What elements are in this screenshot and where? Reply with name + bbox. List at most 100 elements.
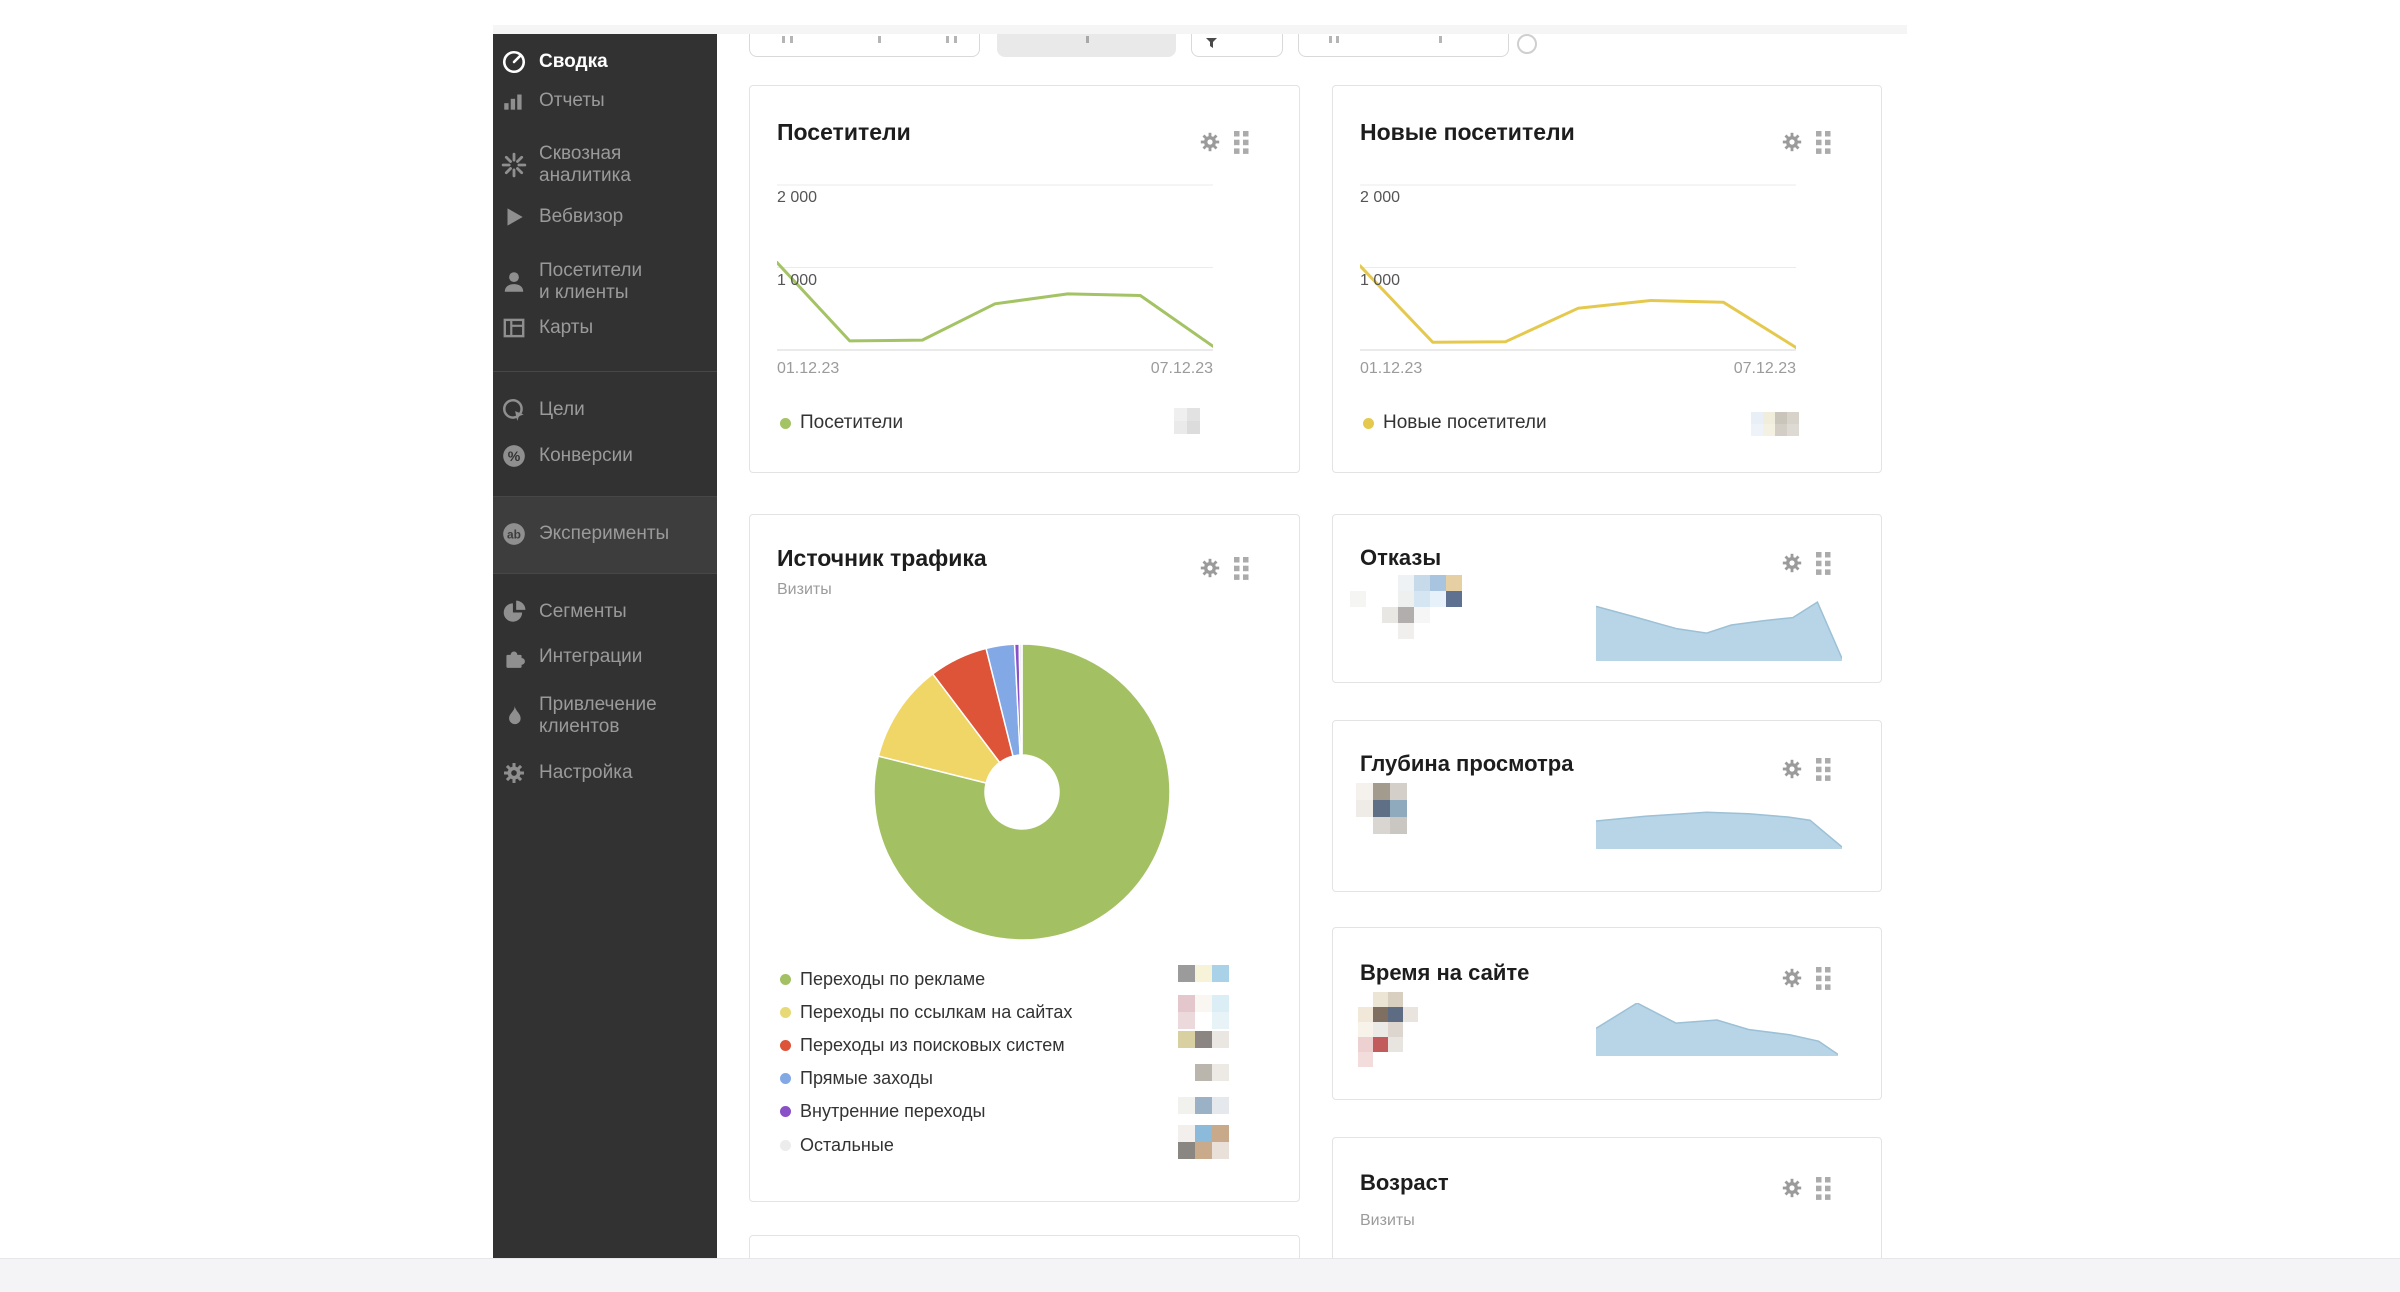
metric-select-control[interactable] xyxy=(997,34,1176,57)
sidebar-item-label: Цели xyxy=(539,399,585,420)
widget-subtitle: Визиты xyxy=(1360,1212,1415,1229)
legend-dot xyxy=(780,417,791,429)
sidebar-item-label: Сквозная xyxy=(539,143,622,164)
legend-label: Прямые заходы xyxy=(800,1068,933,1088)
legend-label: Переходы из поисковых систем xyxy=(800,1035,1065,1055)
percent-icon: % xyxy=(503,445,525,467)
widget-settings-gear-icon[interactable] xyxy=(1780,130,1804,154)
legend-dot xyxy=(1363,417,1374,429)
layout-icon xyxy=(503,318,525,338)
bar-chart-icon xyxy=(504,94,522,110)
legend-item-direct[interactable]: Прямые заходы xyxy=(780,1068,933,1089)
person-icon xyxy=(504,272,524,292)
legend-item-site-links[interactable]: Переходы по ссылкам на сайтах xyxy=(780,1002,1072,1023)
widget-drag-handle-icon[interactable] xyxy=(1816,967,1831,990)
sidebar-item-experiments[interactable]: ab Эксперименты xyxy=(493,512,717,556)
app-bottom-edge xyxy=(0,1258,2400,1292)
legend-label: Переходы по рекламе xyxy=(800,969,986,989)
sidebar-section-experiments-bg xyxy=(493,496,717,573)
redacted-value xyxy=(1350,575,1462,639)
widget-partial-bottom xyxy=(749,1235,1300,1258)
widget-drag-handle-icon[interactable] xyxy=(1816,131,1831,154)
metrica-app: Сводка Отчеты Сквозная аналитика xyxy=(493,34,1907,1258)
date-range-control[interactable] xyxy=(749,34,980,57)
sidebar-item-segments[interactable]: Сегменты xyxy=(493,590,717,634)
filter-button[interactable] xyxy=(1191,34,1283,57)
x-axis-date-end: 07.12.23 xyxy=(1150,360,1213,377)
legend-label: Внутренние переходы xyxy=(800,1101,986,1121)
traffic-source-donut-chart xyxy=(873,643,1171,941)
clipped-text-fragment xyxy=(1086,36,1089,43)
legend-item-new-visitors[interactable]: Новые посетители xyxy=(1363,412,1547,434)
flame-icon xyxy=(509,705,521,725)
goal-icon xyxy=(503,399,524,421)
widget-settings-gear-icon[interactable] xyxy=(1198,130,1222,154)
help-icon[interactable] xyxy=(1517,34,1537,54)
sidebar-item-reports[interactable]: Отчеты xyxy=(493,79,717,123)
legend-dot xyxy=(780,1073,791,1084)
sidebar-item-webvisor[interactable]: Вебвизор xyxy=(493,195,717,239)
widget-title: Глубина просмотра xyxy=(1360,751,1574,776)
sidebar-item-maps[interactable]: Карты xyxy=(493,306,717,350)
sidebar-item-settings[interactable]: Настройка xyxy=(493,751,717,795)
page-depth-sparkline xyxy=(1596,811,1842,849)
legend-dot xyxy=(780,1040,791,1051)
widget-settings-gear-icon[interactable] xyxy=(1780,757,1804,781)
widget-settings-gear-icon[interactable] xyxy=(1780,1176,1804,1200)
widget-settings-gear-icon[interactable] xyxy=(1198,556,1222,580)
widget-drag-handle-icon[interactable] xyxy=(1234,131,1249,154)
legend-item-other[interactable]: Остальные xyxy=(780,1135,894,1156)
sidebar-item-label: аналитика xyxy=(539,165,631,186)
widget-title: Возраст xyxy=(1360,1170,1449,1195)
sidebar-item-conversions[interactable]: % Конверсии xyxy=(493,434,717,478)
sidebar-item-label: Сегменты xyxy=(539,601,627,622)
widget-settings-gear-icon[interactable] xyxy=(1780,551,1804,575)
segment-input[interactable] xyxy=(1298,34,1509,57)
pie-segment-icon xyxy=(503,600,526,622)
legend-item-ad[interactable]: Переходы по рекламе xyxy=(780,969,985,990)
legend-item-visitors[interactable]: Посетители xyxy=(780,412,903,434)
sidebar-item-goals[interactable]: Цели xyxy=(493,388,717,432)
sidebar-item-summary[interactable]: Сводка xyxy=(493,40,717,84)
sidebar-item-acquisition[interactable]: Привлечение клиентов xyxy=(493,691,717,741)
sidebar-divider xyxy=(493,573,717,574)
widget-drag-handle-icon[interactable] xyxy=(1234,557,1249,580)
sidebar-item-label: Привлечение xyxy=(539,694,657,715)
sidebar-item-visitors-clients[interactable]: Посетители и клиенты xyxy=(493,257,717,307)
sidebar-item-label: Интеграции xyxy=(539,646,643,667)
puzzle-icon xyxy=(506,651,525,668)
legend-item-search[interactable]: Переходы из поисковых систем xyxy=(780,1035,1065,1056)
redacted-value xyxy=(1178,1031,1229,1048)
clipped-text-fragment xyxy=(954,36,957,43)
sidebar-item-label: Настройка xyxy=(539,762,633,783)
redacted-value xyxy=(1178,965,1229,982)
widget-settings-gear-icon[interactable] xyxy=(1780,966,1804,990)
bounces-sparkline xyxy=(1596,601,1842,661)
legend-label: Новые посетители xyxy=(1383,412,1547,433)
redacted-value xyxy=(1358,992,1418,1067)
legend-item-internal[interactable]: Внутренние переходы xyxy=(780,1101,985,1122)
legend-dot xyxy=(780,1007,791,1018)
widget-title: Посетители xyxy=(777,119,911,145)
widget-subtitle: Визиты xyxy=(777,581,832,598)
clipped-text-fragment xyxy=(790,36,793,43)
widget-drag-handle-icon[interactable] xyxy=(1816,1177,1831,1200)
sidebar: Сводка Отчеты Сквозная аналитика xyxy=(493,34,717,1258)
widget-title: Новые посетители xyxy=(1360,119,1575,145)
widget-drag-handle-icon[interactable] xyxy=(1816,552,1831,575)
redacted-value xyxy=(1356,783,1407,834)
clipped-text-fragment xyxy=(946,36,949,43)
sidebar-item-cross-analytics[interactable]: Сквозная аналитика xyxy=(493,140,717,190)
widget-title: Источник трафика xyxy=(777,545,987,571)
widget-title: Отказы xyxy=(1360,545,1442,570)
widget-drag-handle-icon[interactable] xyxy=(1816,758,1831,781)
widget-visitors: Посетители 2 000 1 000 01.12.23 07.12.23… xyxy=(749,85,1300,473)
redacted-value xyxy=(1178,1064,1229,1081)
y-axis-tick: 2 000 xyxy=(1360,189,1401,206)
sidebar-item-integrations[interactable]: Интеграции xyxy=(493,635,717,679)
x-axis-date-start: 01.12.23 xyxy=(1360,360,1423,377)
svg-text:%: % xyxy=(508,448,521,464)
app-top-edge xyxy=(493,25,1907,34)
sidebar-divider xyxy=(493,371,717,372)
x-axis-date-start: 01.12.23 xyxy=(777,360,840,377)
